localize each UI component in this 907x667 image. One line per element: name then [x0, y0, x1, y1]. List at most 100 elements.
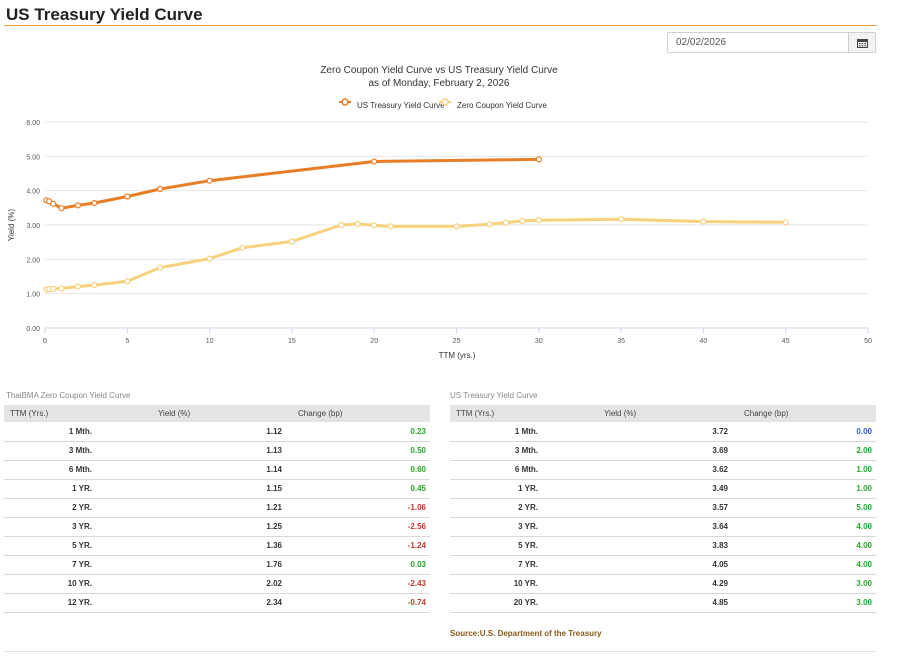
zero-coupon-table: TTM (Yrs.) Yield (%) Change (bp) 1 Mth. 1… — [4, 405, 430, 613]
x-axis-ticks: 0 5 10 15 20 25 30 35 40 45 50 — [43, 328, 872, 345]
change-cell: 0.03 — [292, 555, 430, 575]
yield-cell: 3.57 — [598, 498, 738, 518]
data-point-zero[interactable] — [50, 285, 57, 292]
data-point-zero[interactable] — [157, 264, 164, 271]
table-row: 3 Mth. 1.13 0.50 — [4, 441, 430, 461]
data-point-zero[interactable] — [700, 218, 707, 225]
data-point-us[interactable] — [371, 158, 378, 165]
x-tick-label: 20 — [370, 338, 378, 345]
date-input[interactable] — [668, 33, 849, 52]
change-cell: 0.23 — [292, 422, 430, 442]
data-point-us[interactable] — [124, 193, 131, 200]
data-point-us[interactable] — [535, 156, 542, 163]
data-point-us[interactable] — [50, 200, 57, 207]
source-note: Source:U.S. Department of the Treasury — [450, 629, 602, 638]
data-point-zero[interactable] — [387, 223, 394, 230]
x-tick-label: 50 — [864, 338, 872, 345]
ttm-cell: 10 YR. — [450, 574, 598, 594]
x-tick-label: 35 — [617, 338, 625, 345]
legend-item-zero[interactable]: Zero Coupon Yield Curve — [439, 98, 547, 110]
us-table-body: 1 Mth. 3.72 0.00 3 Mth. 3.69 2.00 6 Mth. 3.62 1.… — [450, 422, 876, 613]
data-point-zero[interactable] — [486, 221, 493, 228]
zero-col-ttm: TTM (Yrs.) — [4, 405, 152, 422]
table-row: 12 YR. 2.34 -0.74 — [4, 593, 430, 613]
legend-zero-label: Zero Coupon Yield Curve — [457, 101, 547, 110]
y-tick-label: 2.00 — [26, 257, 40, 264]
y-axis-ticks: 0.00 1.00 2.00 3.00 4.00 5.00 6.00 — [26, 120, 40, 333]
data-point-zero[interactable] — [124, 278, 131, 285]
data-point-zero[interactable] — [58, 285, 65, 292]
change-cell: 1.00 — [738, 479, 876, 499]
table-row: 1 Mth. 1.12 0.23 — [4, 422, 430, 442]
zero-col-change: Change (bp) — [292, 405, 430, 422]
data-point-zero[interactable] — [239, 244, 246, 251]
zero-table-body: 1 Mth. 1.12 0.23 3 Mth. 1.13 0.50 6 Mth. 1.14 0.… — [4, 422, 430, 613]
data-point-zero[interactable] — [74, 283, 82, 290]
ttm-cell: 7 YR. — [450, 555, 598, 575]
data-point-zero[interactable] — [206, 255, 213, 262]
x-tick-label: 10 — [206, 338, 214, 345]
calendar-button[interactable] — [848, 33, 875, 52]
legend-item-us[interactable]: US Treasury Yield Curve — [339, 98, 445, 110]
zero-table-caption: ThaiBMA Zero Coupon Yield Curve — [6, 391, 131, 400]
table-row: 6 Mth. 1.14 0.60 — [4, 460, 430, 480]
change-cell: 0.50 — [292, 441, 430, 461]
data-point-zero[interactable] — [288, 238, 295, 245]
ttm-cell: 12 YR. — [4, 593, 152, 613]
series-line-us — [44, 157, 541, 210]
us-table-header-row: TTM (Yrs.) Yield (%) Change (bp) — [450, 405, 876, 422]
table-row: 10 YR. 4.29 3.00 — [450, 574, 876, 594]
data-point-zero[interactable] — [354, 220, 361, 228]
data-point-zero[interactable] — [371, 222, 378, 229]
table-row: 5 YR. 1.36 -1.24 — [4, 536, 430, 556]
change-cell: -1.06 — [292, 498, 430, 518]
change-cell: 5.00 — [738, 498, 876, 518]
ttm-cell: 1 YR. — [450, 479, 598, 499]
yield-cell: 1.25 — [152, 517, 292, 537]
table-row: 2 YR. 3.57 5.00 — [450, 498, 876, 518]
yield-cell: 1.14 — [152, 460, 292, 480]
change-cell: 3.00 — [738, 593, 876, 613]
us-col-change: Change (bp) — [738, 405, 876, 422]
us-table-caption: US Treasury Yield Curve — [450, 391, 538, 400]
table-row: 1 YR. 3.49 1.00 — [450, 479, 876, 499]
change-cell: 3.00 — [738, 574, 876, 594]
y-gridlines — [45, 121, 868, 295]
ttm-cell: 7 YR. — [4, 555, 152, 575]
data-point-zero[interactable] — [617, 216, 625, 223]
data-point-zero[interactable] — [782, 219, 789, 226]
data-point-us[interactable] — [206, 177, 213, 184]
ttm-cell: 2 YR. — [4, 498, 152, 518]
ttm-cell: 3 Mth. — [4, 441, 152, 461]
x-tick-label: 25 — [453, 338, 461, 345]
ttm-cell: 3 YR. — [4, 517, 152, 537]
change-cell: 4.00 — [738, 517, 876, 537]
data-point-us[interactable] — [74, 202, 82, 209]
data-point-zero[interactable] — [535, 217, 542, 224]
data-point-zero[interactable] — [91, 282, 98, 289]
us-col-yield: Yield (%) — [598, 405, 738, 422]
x-tick-label: 5 — [125, 338, 129, 345]
table-row: 20 YR. 4.85 3.00 — [450, 593, 876, 613]
data-point-us[interactable] — [157, 185, 164, 193]
data-point-zero[interactable] — [453, 223, 460, 230]
x-tick-label: 0 — [43, 338, 47, 345]
data-point-us[interactable] — [58, 205, 65, 212]
data-point-zero[interactable] — [338, 221, 345, 229]
us-treasury-table: TTM (Yrs.) Yield (%) Change (bp) 1 Mth. 3… — [450, 405, 876, 613]
yield-cell: 3.69 — [598, 441, 738, 461]
ttm-cell: 5 YR. — [450, 536, 598, 556]
data-point-us[interactable] — [91, 199, 98, 207]
title-divider — [4, 25, 877, 26]
table-row: 3 Mth. 3.69 2.00 — [450, 441, 876, 461]
table-row: 2 YR. 1.21 -1.06 — [4, 498, 430, 518]
date-picker[interactable] — [667, 32, 876, 53]
change-cell: 2.00 — [738, 441, 876, 461]
data-point-zero[interactable] — [502, 219, 509, 226]
ttm-cell: 1 Mth. — [4, 422, 152, 442]
legend-us-marker — [341, 98, 349, 106]
y-tick-label: 5.00 — [26, 154, 40, 161]
chart-legend: US Treasury Yield Curve Zero Coupon Yiel… — [339, 98, 547, 110]
data-point-zero[interactable] — [519, 217, 526, 224]
yield-cell: 1.36 — [152, 536, 292, 556]
